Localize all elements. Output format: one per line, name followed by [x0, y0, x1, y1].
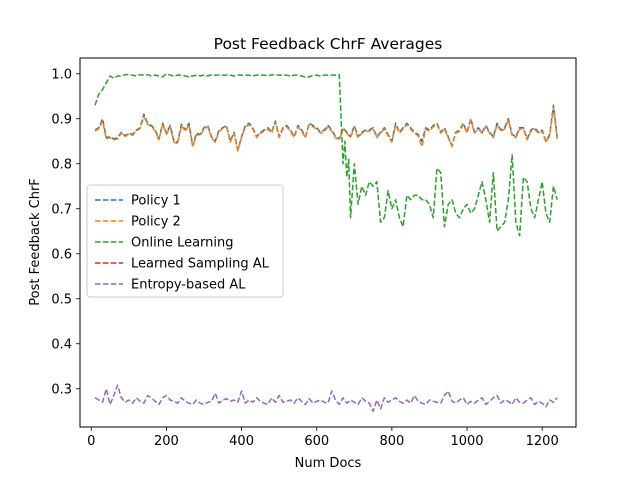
x-tick-label: 400	[229, 434, 254, 449]
y-axis-title: Post Feedback ChrF	[28, 178, 43, 306]
series-line-2	[94, 73, 558, 237]
y-tick-label: 0.4	[51, 337, 72, 352]
chart-title: Post Feedback ChrF Averages	[214, 35, 443, 53]
legend-label: Online Learning	[131, 236, 234, 251]
x-axis: 0 200 400 600 800 1000 1200	[87, 427, 559, 449]
y-tick-label: 1.0	[51, 67, 72, 82]
y-axis: 0.3 0.4 0.5 0.6 0.7 0.8 0.9 1.0	[51, 67, 80, 397]
x-tick-label: 600	[304, 434, 329, 449]
legend-label: Learned Sampling AL	[131, 257, 270, 272]
legend-label: Policy 2	[131, 215, 181, 230]
y-tick-label: 0.9	[51, 112, 72, 127]
legend-label: Policy 1	[131, 194, 181, 209]
x-tick-label: 200	[154, 434, 179, 449]
legend: Policy 1 Policy 2 Online Learning Learned S…	[86, 184, 284, 298]
y-tick-label: 0.6	[51, 247, 72, 262]
x-tick-label: 0	[87, 434, 95, 449]
y-tick-label: 0.3	[51, 382, 72, 397]
series-line-1	[94, 106, 558, 152]
plot-area	[94, 73, 558, 412]
x-tick-label: 800	[379, 434, 404, 449]
y-tick-label: 0.7	[51, 202, 72, 217]
y-tick-label: 0.5	[51, 292, 72, 307]
x-tick-label: 1200	[526, 434, 559, 449]
y-tick-label: 0.8	[51, 157, 72, 172]
plot-frame	[79, 57, 577, 428]
x-tick-label: 1000	[450, 434, 483, 449]
x-axis-title: Num Docs	[295, 456, 362, 471]
legend-label: Entropy-based AL	[131, 278, 246, 293]
series-line-4	[94, 384, 558, 412]
legend-box	[86, 184, 284, 298]
